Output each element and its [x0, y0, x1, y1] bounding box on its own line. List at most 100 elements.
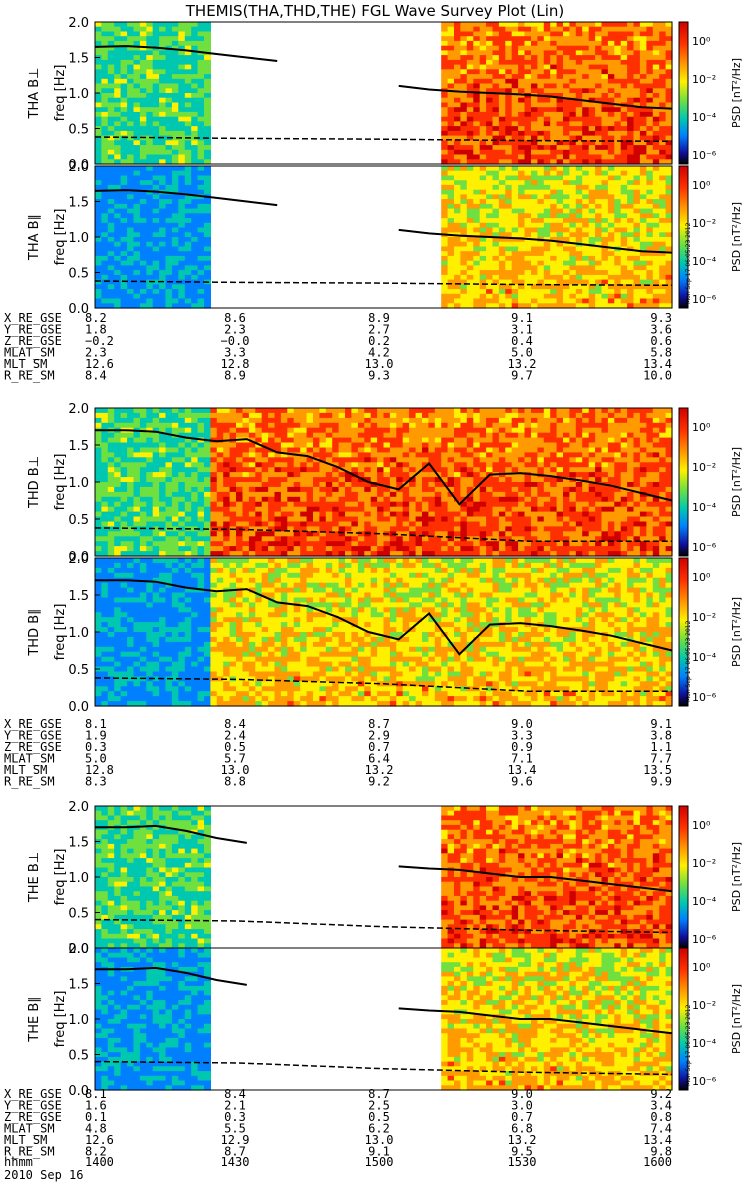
heatmap-cell	[166, 180, 173, 185]
heatmap-cell	[108, 84, 115, 89]
heatmap-cell	[518, 270, 525, 275]
heatmap-cell	[448, 467, 455, 473]
heatmap-cell	[646, 98, 653, 103]
heatmap-cell	[101, 204, 108, 209]
heatmap-cell	[114, 423, 121, 429]
heatmap-cell	[525, 60, 532, 65]
heatmap-cell	[505, 46, 512, 51]
heatmap-cell	[140, 522, 147, 528]
heatmap-cell	[140, 251, 147, 256]
heatmap-cell	[384, 408, 391, 414]
heatmap-cell	[210, 487, 217, 493]
heatmap-cell	[191, 69, 198, 74]
heatmap-cell	[448, 180, 455, 185]
heatmap-cell	[95, 60, 102, 65]
heatmap-cell	[467, 247, 474, 252]
heatmap-cell	[557, 218, 564, 223]
heatmap-cell	[493, 194, 500, 199]
heatmap-cell	[217, 428, 224, 434]
heatmap-cell	[640, 265, 647, 270]
heatmap-cell	[287, 472, 294, 478]
heatmap-cell	[300, 457, 307, 463]
heatmap-cell	[140, 131, 147, 136]
heatmap-cell	[127, 418, 134, 424]
heatmap-cell	[505, 131, 512, 136]
heatmap-cell	[582, 55, 589, 60]
heatmap-cell	[441, 140, 448, 145]
heatmap-cell	[319, 512, 326, 517]
heatmap-cell	[185, 140, 192, 145]
heatmap-cell	[345, 423, 352, 429]
heatmap-cell	[140, 541, 147, 547]
heatmap-cell	[602, 74, 609, 79]
heatmap-cell	[95, 185, 102, 190]
heatmap-cell	[505, 289, 512, 294]
heatmap-cell	[166, 477, 173, 483]
heatmap-cell	[262, 536, 269, 542]
heatmap-cell	[153, 121, 160, 126]
heatmap-cell	[595, 117, 602, 122]
heatmap-cell	[332, 418, 339, 424]
heatmap-cell	[537, 232, 544, 237]
heatmap-cell	[351, 443, 358, 449]
heatmap-cell	[198, 512, 205, 517]
heatmap-cell	[409, 452, 416, 458]
heatmap-cell	[121, 145, 128, 150]
heatmap-cell	[223, 418, 230, 424]
heatmap-cell	[198, 237, 205, 242]
heatmap-cell	[537, 79, 544, 84]
heatmap-cell	[499, 27, 506, 32]
heatmap-cell	[621, 41, 628, 46]
heatmap-cell	[198, 477, 205, 483]
heatmap-cell	[159, 237, 166, 242]
heatmap-cell	[428, 502, 435, 508]
heatmap-cell	[550, 46, 557, 51]
heatmap-cell	[159, 289, 166, 294]
heatmap-cell	[262, 517, 269, 523]
heatmap-cell	[602, 155, 609, 160]
heatmap-cell	[435, 512, 442, 517]
heatmap-cell	[95, 218, 102, 223]
heatmap-cell	[550, 256, 557, 261]
heatmap-cell	[582, 60, 589, 65]
heatmap-cell	[166, 237, 173, 242]
heatmap-cell	[230, 492, 237, 498]
heatmap-cell	[435, 497, 442, 503]
heatmap-cell	[172, 492, 179, 498]
heatmap-cell	[390, 522, 397, 528]
heatmap-cell	[127, 55, 134, 60]
heatmap-cell	[550, 107, 557, 112]
heatmap-cell	[390, 462, 397, 468]
heatmap-cell	[121, 204, 128, 209]
heatmap-cell	[493, 213, 500, 218]
heatmap-cell	[634, 294, 641, 299]
heatmap-cell	[537, 218, 544, 223]
heatmap-cell	[166, 112, 173, 117]
heatmap-cell	[486, 117, 493, 122]
heatmap-cell	[460, 242, 467, 247]
heatmap-cell	[294, 438, 301, 444]
heatmap-cell	[121, 121, 128, 126]
heatmap-cell	[499, 275, 506, 280]
heatmap-cell	[243, 531, 250, 537]
heatmap-cell	[345, 457, 352, 463]
heatmap-cell	[281, 517, 288, 523]
heatmap-cell	[563, 145, 570, 150]
heatmap-cell	[428, 507, 435, 513]
heatmap-cell	[114, 60, 121, 65]
heatmap-cell	[480, 247, 487, 252]
heatmap-cell	[621, 88, 628, 93]
heatmap-cell	[627, 65, 634, 70]
heatmap-cell	[576, 190, 583, 195]
heatmap-cell	[525, 180, 532, 185]
heatmap-cell	[569, 218, 576, 223]
heatmap-cell	[230, 507, 237, 513]
heatmap-cell	[537, 55, 544, 60]
heatmap-cell	[582, 32, 589, 37]
heatmap-cell	[486, 103, 493, 108]
heatmap-cell	[569, 270, 576, 275]
heatmap-cell	[95, 413, 102, 419]
heatmap-cell	[153, 232, 160, 237]
heatmap-cell	[159, 185, 166, 190]
heatmap-cell	[659, 98, 666, 103]
